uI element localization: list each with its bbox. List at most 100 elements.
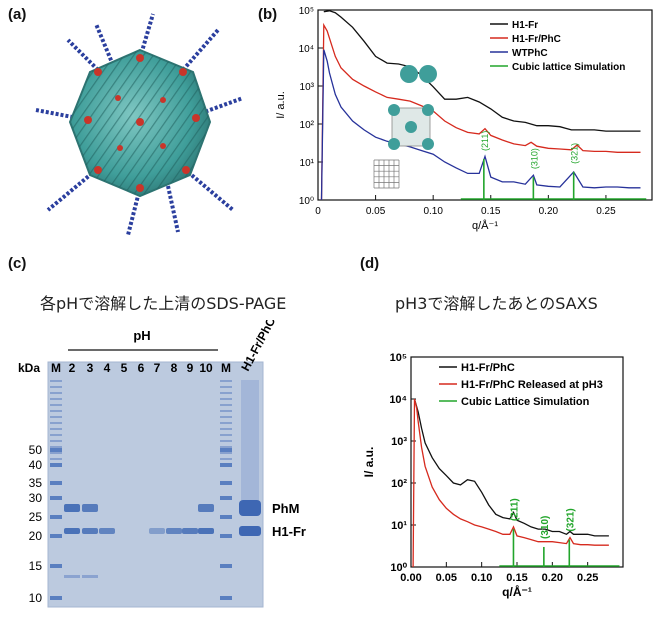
legend-entry: H1-Fr/PhC Released at pH3 [461, 379, 603, 391]
h1fr-band [239, 526, 261, 536]
marker-band [50, 448, 62, 452]
y-tick-label: 10³ [391, 436, 407, 448]
lane-label: 9 [187, 361, 194, 375]
series-line-1 [320, 22, 641, 201]
legend-entry: Cubic lattice Simulation [512, 62, 625, 73]
x-tick-label: 0.15 [481, 206, 501, 217]
x-tick-label: 0.20 [539, 206, 559, 217]
peak-label: (211) [509, 498, 520, 521]
marker-band [220, 458, 232, 460]
h1fr-band [182, 528, 198, 534]
marker-band [50, 422, 62, 424]
marker-band [220, 534, 232, 538]
gel-frame [47, 361, 264, 608]
marker-band [220, 564, 232, 568]
marker-band [50, 410, 62, 412]
h1fr-band [99, 528, 115, 534]
marker-band [220, 515, 232, 519]
marker-band [220, 404, 232, 406]
residue-markers [84, 54, 200, 192]
x-tick-label: 0.10 [423, 206, 443, 217]
y-tick-label: 10⁴ [389, 394, 407, 406]
y-tick-label: 10³ [300, 82, 315, 93]
series-line-0 [413, 398, 609, 537]
saxs-caption: pH3で溶解したあとのSAXS [395, 294, 598, 313]
y-tick-label: 10⁵ [299, 6, 314, 17]
panel-label-c: (c) [8, 255, 27, 272]
y-axis-label: I/ a.u. [275, 91, 287, 119]
marker-band [50, 392, 62, 394]
x-tick-label: 0.05 [366, 206, 386, 217]
h1fr-band [64, 528, 80, 534]
peak-label: (321) [570, 143, 580, 164]
marker-label: 15 [29, 559, 43, 573]
marker-band [50, 446, 62, 448]
h1fr-band [82, 528, 98, 534]
saxs-chart-d: 10⁰ 10¹ 10² 10³ 10⁴ 10⁵ 0.00 0.05 0.10 0.15 0.20 0.… [362, 352, 624, 599]
marker-band [50, 404, 62, 406]
faint-band [64, 575, 80, 578]
peak-label: (310) [529, 148, 539, 169]
marker-label: 30 [29, 491, 43, 505]
marker-band [220, 496, 232, 500]
marker-band [220, 434, 232, 436]
y-tick-label: 10² [391, 478, 407, 490]
series-line-2 [320, 49, 641, 201]
marker-label: 40 [29, 458, 43, 472]
marker-band [220, 446, 232, 448]
x-tick-label: 0.25 [577, 572, 598, 584]
y-tick-label: 10⁴ [299, 44, 314, 55]
lane-label: 5 [121, 361, 128, 375]
series-line-0 [323, 10, 641, 132]
marker-band [220, 392, 232, 394]
marker-band [220, 428, 232, 430]
legend-entry: H1-Fr/PhC [512, 34, 561, 45]
marker-band [220, 380, 232, 382]
marker-label: 50 [29, 443, 43, 457]
marker-band [50, 481, 62, 485]
legend-entry: WTPhC [512, 48, 548, 59]
lane-label: M [51, 361, 61, 375]
marker-band [50, 416, 62, 418]
marker-band [220, 463, 232, 467]
marker-band [220, 398, 232, 400]
x-tick-label: 0.00 [400, 572, 421, 584]
y-tick-label: 10⁵ [390, 352, 407, 364]
plot-frame [317, 9, 653, 201]
x-axis-label: q/Å⁻¹ [502, 584, 532, 599]
y-tick-label: 10¹ [391, 520, 407, 532]
marker-band [220, 440, 232, 442]
lattice-sketches [373, 65, 437, 189]
series-line-1 [412, 398, 609, 568]
marker-band [220, 481, 232, 485]
lane-label: M [221, 361, 231, 375]
peak-label: (211) [480, 131, 490, 151]
legend-entry: H1-Fr [512, 20, 538, 31]
marker-band [220, 386, 232, 388]
marker-band [50, 428, 62, 430]
y-axis-label: I/ a.u. [362, 447, 376, 478]
marker-band [50, 434, 62, 436]
h1fr-band [198, 528, 214, 534]
legend-entry: Cubic Lattice Simulation [461, 396, 590, 408]
marker-band [50, 440, 62, 442]
sample-smear [241, 380, 259, 500]
marker-band [220, 448, 232, 452]
panel-label-a: (a) [8, 6, 27, 23]
phm-band [64, 504, 80, 512]
phm-label: PhM [272, 501, 299, 516]
h1fr-label: H1-Fr [272, 524, 306, 539]
marker-band [50, 515, 62, 519]
lane-label: 3 [87, 361, 94, 375]
phm-band [198, 504, 214, 512]
ph-label: pH [133, 328, 150, 343]
marker-band [50, 564, 62, 568]
marker-label: 20 [29, 529, 43, 543]
h1fr-band [149, 528, 165, 534]
lane-label: 2 [69, 361, 76, 375]
x-tick-label: 0 [315, 206, 321, 217]
marker-band [50, 463, 62, 467]
lane-label: 10 [199, 361, 213, 375]
gel-caption: 各pHで溶解した上清のSDS-PAGE [40, 294, 287, 313]
